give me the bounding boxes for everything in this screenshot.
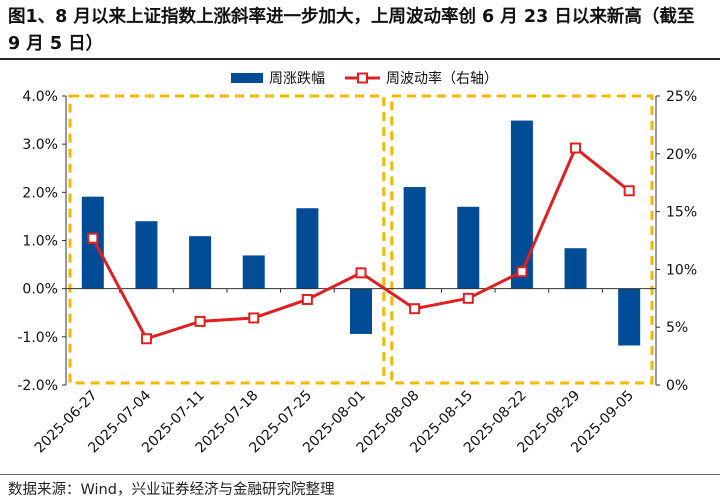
bar-2025-08-22	[510, 120, 533, 289]
volatility-point-2025-08-29	[570, 142, 582, 154]
right-tick-label: 5%	[666, 320, 688, 336]
volatility-point-2025-08-22	[516, 266, 528, 278]
right-tick-label: 0%	[666, 378, 688, 394]
volatility-point-2025-06-27	[87, 232, 99, 244]
left-tick-label: 1.0%	[22, 234, 58, 250]
bar-2025-07-04	[135, 221, 158, 289]
volatility-point-2025-07-04	[140, 333, 152, 345]
bar-2025-07-25	[296, 208, 319, 289]
volatility-point-2025-09-05	[623, 185, 635, 197]
left-tick-label: -2.0%	[17, 378, 58, 394]
left-tick-label: 3.0%	[22, 137, 58, 153]
volatility-point-2025-07-18	[248, 312, 260, 324]
right-tick-label: 20%	[666, 147, 697, 163]
left-tick-label: 0.0%	[22, 282, 58, 298]
source-note: 数据来源：Wind，兴业证券经济与金融研究院整理	[8, 482, 335, 498]
left-tick-label: 4.0%	[22, 89, 58, 105]
chart-title: 图1、8 月以来上证指数上涨斜率进一步加大，上周波动率创 6 月 23 日以来新…	[8, 7, 695, 54]
right-tick-label: 25%	[666, 89, 697, 105]
bar-series	[81, 120, 641, 346]
bar-2025-08-08	[403, 187, 426, 289]
legend-line-label: 周波动率（右轴）	[386, 70, 498, 87]
volatility-point-2025-08-15	[462, 292, 474, 304]
x-axis-ticks: 2025-06-272025-07-042025-07-112025-07-18…	[32, 387, 637, 456]
bar-2025-09-05	[618, 288, 641, 346]
chart-area: -2.0% -1.0% 0.0% 1.0% 2.0% 3.0% 4.0% 0% 5% 10% 15…	[17, 70, 697, 456]
bar-2025-08-15	[457, 206, 480, 289]
highlight-box-2	[390, 94, 654, 385]
highlight-boxes	[68, 94, 654, 385]
left-tick-label: 2.0%	[22, 185, 58, 201]
volatility-point-2025-07-25	[301, 293, 313, 305]
highlight-box-1	[68, 94, 386, 385]
volatility-point-2025-07-11	[194, 315, 206, 327]
volatility-point-2025-08-08	[409, 303, 421, 315]
legend-bar-label: 周涨跌幅	[269, 71, 325, 87]
bar-2025-07-11	[189, 236, 212, 289]
bar-2025-07-18	[242, 255, 265, 289]
line-series	[87, 142, 635, 345]
left-tick-label: -1.0%	[17, 330, 58, 346]
right-tick-label: 15%	[666, 205, 697, 221]
right-axis-ticks: 0% 5% 10% 15% 20% 25%	[656, 89, 697, 394]
left-axis-ticks: -2.0% -1.0% 0.0% 1.0% 2.0% 3.0% 4.0%	[17, 89, 66, 394]
right-tick-label: 10%	[666, 262, 697, 278]
footer-divider	[0, 474, 720, 475]
legend: 周涨跌幅 周波动率（右轴）	[231, 70, 498, 87]
legend-bar-swatch	[231, 73, 263, 83]
bar-2025-08-01	[350, 288, 372, 334]
legend-line-marker	[357, 72, 368, 84]
bar-2025-08-29	[564, 248, 587, 289]
title-divider	[0, 58, 720, 60]
volatility-point-2025-08-01	[355, 267, 367, 279]
